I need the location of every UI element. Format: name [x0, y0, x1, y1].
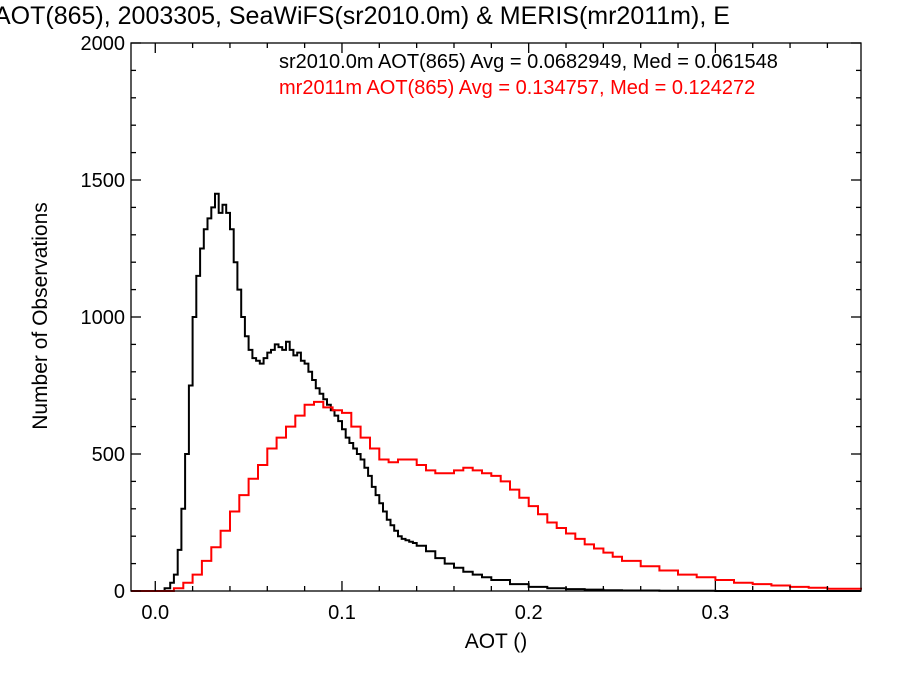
chart-title: AOT(865), 2003305, SeaWiFS(sr2010.0m) & …: [0, 2, 730, 30]
y-axis-label: Number of Observations: [29, 202, 52, 430]
x-tick-label: 0.1: [328, 602, 356, 624]
y-tick-label: 2000: [81, 33, 126, 55]
y-tick-label: 1500: [81, 170, 126, 192]
x-axis-label: AOT (): [464, 630, 528, 653]
series-line-0: [131, 192, 861, 592]
y-tick-label: 1000: [81, 307, 126, 329]
legend-entry-sr2010: sr2010.0m AOT(865) Avg = 0.0682949, Med …: [279, 51, 778, 73]
series-line-1: [131, 400, 862, 592]
x-tick-label: 0.0: [141, 602, 169, 624]
x-tick-label: 0.3: [701, 602, 729, 624]
x-tick-label: 0.2: [515, 602, 543, 624]
y-tick-label: 500: [92, 444, 125, 466]
legend-entry-mr2011m: mr2011m AOT(865) Avg = 0.134757, Med = 0…: [279, 77, 756, 99]
y-tick-label: 0: [114, 581, 125, 603]
